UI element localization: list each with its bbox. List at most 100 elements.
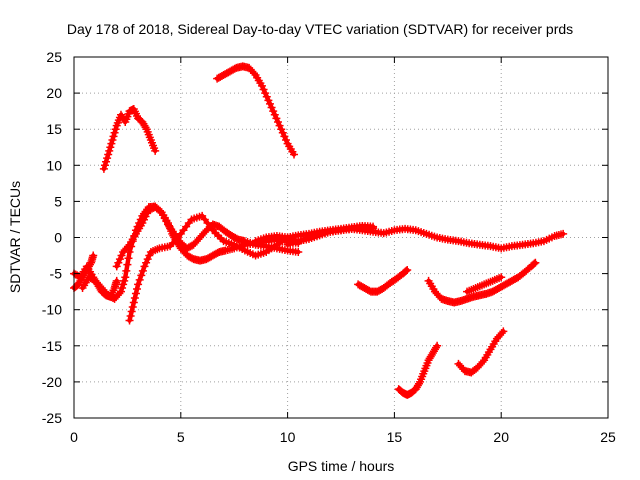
y-tick-label: -25 [42, 410, 62, 426]
series-trace [214, 64, 297, 157]
data-point [224, 248, 228, 252]
data-point [356, 282, 360, 286]
data-point [115, 124, 119, 128]
data-point [286, 248, 290, 252]
plus-markers [394, 341, 442, 399]
plus-markers [354, 265, 412, 296]
data-point [211, 223, 215, 227]
series-arc-13 [394, 341, 442, 399]
data-point [149, 138, 153, 142]
series-arc-12 [463, 273, 506, 296]
data-point [529, 264, 533, 268]
data-point [140, 221, 144, 225]
data-point [185, 246, 189, 250]
data-point [401, 391, 405, 395]
data-point [401, 272, 405, 276]
data-point [211, 254, 215, 258]
y-tick-label: -20 [42, 374, 62, 390]
data-point [435, 344, 439, 348]
series-arc-11 [424, 258, 540, 307]
data-point [273, 113, 277, 117]
data-point [397, 387, 401, 391]
data-point [375, 290, 379, 294]
data-point [414, 228, 418, 232]
data-point [491, 290, 495, 294]
data-point [142, 264, 146, 268]
data-point [106, 152, 110, 156]
data-point [427, 279, 431, 283]
data-point [113, 286, 117, 290]
data-point [113, 297, 117, 301]
data-point [382, 286, 386, 290]
data-point [484, 292, 488, 296]
data-point [503, 282, 507, 286]
series-arc-6 [99, 104, 160, 173]
data-point [388, 281, 392, 285]
data-point [81, 275, 85, 279]
series-arc-4 [112, 203, 303, 271]
data-point [478, 293, 482, 297]
data-point [85, 268, 89, 272]
data-point [414, 387, 418, 391]
data-point [476, 365, 480, 369]
y-tick-label: 5 [54, 193, 62, 209]
data-point [224, 230, 228, 234]
data-point [478, 243, 482, 247]
x-tick-label: 5 [177, 429, 185, 445]
data-point [516, 275, 520, 279]
data-point [510, 279, 514, 283]
x-tick-label: 15 [387, 429, 403, 445]
y-tick-label: -5 [50, 266, 63, 282]
data-point [153, 205, 157, 209]
data-point [531, 241, 535, 245]
data-point [307, 237, 311, 241]
data-point [435, 236, 439, 239]
data-point [200, 214, 204, 218]
data-point [489, 347, 493, 351]
data-point [241, 64, 245, 68]
data-point [115, 264, 119, 268]
data-point [296, 239, 300, 243]
data-point [192, 257, 196, 261]
series-arc-14 [454, 327, 508, 377]
series-arc-7 [213, 62, 299, 159]
data-point [192, 243, 196, 247]
data-point [236, 238, 240, 242]
data-point [132, 300, 136, 304]
data-point [102, 167, 106, 171]
series-arc-10 [354, 265, 412, 296]
data-point [275, 243, 279, 247]
data-point [222, 239, 226, 243]
data-point [405, 268, 409, 272]
data-point [128, 109, 132, 113]
data-point [403, 227, 407, 231]
data-point [198, 236, 202, 239]
data-point [93, 279, 97, 283]
data-point [217, 250, 221, 254]
data-point [360, 225, 364, 229]
data-point [179, 241, 183, 245]
data-point [115, 279, 119, 283]
data-point [204, 257, 208, 261]
data-point [553, 234, 557, 238]
y-tick-label: 10 [46, 157, 62, 173]
data-point [136, 282, 140, 286]
y-tick-label: 0 [54, 230, 62, 246]
data-point [179, 246, 183, 250]
data-point [465, 297, 469, 301]
x-axis-title: GPS time / hours [288, 458, 395, 474]
y-tick-label: 25 [46, 49, 62, 65]
data-point [264, 250, 268, 254]
data-point [405, 393, 409, 397]
data-point [119, 113, 123, 117]
data-point [134, 232, 138, 236]
x-tick-label: 25 [600, 429, 616, 445]
plus-markers [213, 62, 299, 159]
data-point [521, 243, 525, 247]
data-point [119, 290, 123, 294]
data-point [371, 226, 375, 230]
series-arc-9 [283, 223, 378, 249]
data-point [392, 228, 396, 232]
data-point [452, 300, 456, 304]
chart-title: Day 178 of 2018, Sidereal Day-to-day VTE… [67, 21, 573, 37]
